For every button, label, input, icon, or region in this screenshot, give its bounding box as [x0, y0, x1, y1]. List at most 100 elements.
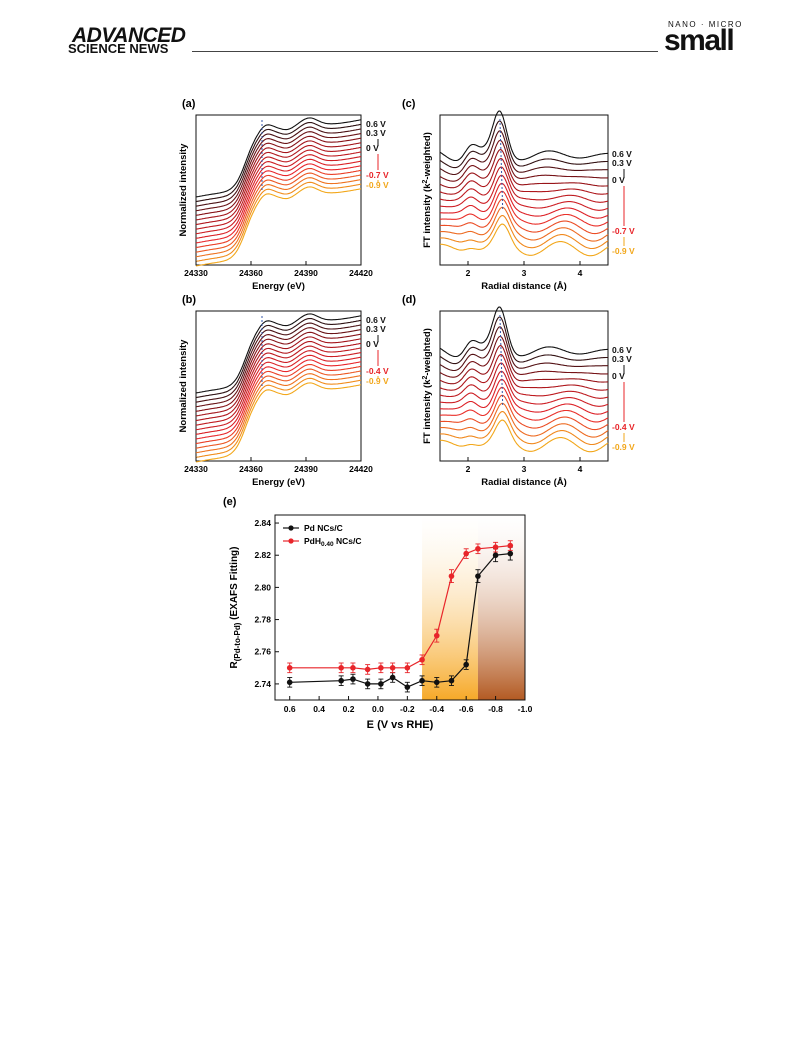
- exafs-curve: [439, 326, 608, 372]
- xanes-curve: [195, 144, 362, 226]
- data-point: [404, 684, 411, 690]
- exafs-curve: [439, 206, 609, 242]
- xanes-curve: [195, 154, 362, 235]
- x-axis-label: Radial distance (Å): [481, 477, 567, 488]
- data-point: [448, 573, 455, 579]
- legend-label: 0.3 V: [366, 128, 386, 138]
- data-point: [364, 666, 371, 673]
- plot-frame: [195, 310, 362, 462]
- journal-subtitle: NANO · MICRO: [668, 20, 743, 29]
- legend-label: 0 V: [612, 371, 625, 381]
- legend-label: -0.4 V: [366, 366, 389, 376]
- exafs-curve: [439, 166, 609, 203]
- shaded-region: [422, 515, 478, 700]
- exafs-curve: [439, 402, 609, 438]
- xanes-curve: [195, 373, 362, 454]
- page-header: ADVANCED SCIENCE NEWS NANO · MICRO small: [0, 0, 793, 70]
- legend-label: 0.6 V: [612, 345, 632, 355]
- exafs-curve: [439, 120, 608, 169]
- x-tick-label: 0.4: [313, 704, 325, 714]
- xanes-curve: [195, 317, 362, 399]
- legend-label: PdH0.40 NCs/C: [304, 536, 362, 548]
- legend-label: -0.9 V: [612, 246, 635, 256]
- y-tick-label: 2.80: [254, 582, 271, 592]
- xanes-curve: [195, 363, 362, 445]
- panel-label: (e): [223, 496, 237, 508]
- y-tick-label: 2.76: [254, 647, 271, 657]
- legend-marker: [288, 525, 294, 531]
- data-point: [433, 632, 440, 639]
- xanes-curve: [195, 131, 362, 212]
- exafs-curve: [440, 215, 609, 250]
- legend-label: -0.9 V: [366, 180, 389, 190]
- exafs-panel: (c) 2 3 4 Radial distance (Å) FT intensity (k…: [402, 98, 635, 292]
- data-point: [338, 665, 344, 671]
- xanes-curve: [195, 158, 362, 239]
- xanes-curve: [195, 121, 362, 203]
- xanes-curve: [195, 359, 362, 440]
- legend-label: 0.6 V: [366, 119, 386, 129]
- exafs-curve: [439, 182, 609, 219]
- exafs-curve: [439, 362, 609, 399]
- exafs-curve: [439, 419, 609, 453]
- xanes-curve: [195, 340, 362, 422]
- xanes-curve: [195, 163, 362, 244]
- exafs-panel: (d) 2 3 4 Radial distance (Å) FT intensity (k…: [402, 294, 635, 488]
- data-point: [378, 665, 384, 671]
- xanes-curve: [195, 172, 362, 253]
- xanes-curve: [195, 186, 362, 267]
- exafs-curve: [439, 335, 609, 378]
- legend-label: 0.3 V: [612, 158, 632, 168]
- shaded-region: [477, 515, 525, 700]
- x-tick-label: 24420: [349, 464, 373, 474]
- xanes-curve: [195, 126, 362, 207]
- data-point: [507, 550, 514, 557]
- xanes-curve: [195, 167, 362, 249]
- data-point: [507, 542, 514, 549]
- plot-frame: [195, 114, 362, 266]
- data-point: [350, 676, 356, 682]
- exafs-curve: [439, 370, 609, 407]
- exafs-curve: [439, 149, 609, 189]
- plot-frame: [274, 514, 526, 701]
- legend-label: 0.3 V: [366, 324, 386, 334]
- x-axis-label: Energy (eV): [252, 281, 305, 292]
- bond-length-panel: (e) 0.6 0.4 0.2 0.0 -0.2 -0.4 -0.6 -0.8 -1.0 2.74 2…: [223, 496, 533, 731]
- exafs-curve: [440, 190, 609, 227]
- x-tick-label: 24360: [239, 464, 263, 474]
- xanes-curve: [195, 177, 362, 258]
- xanes-curve: [195, 345, 362, 426]
- xanes-curve: [195, 377, 362, 458]
- exafs-curve: [439, 306, 609, 358]
- legend-label: -0.7 V: [612, 226, 635, 236]
- x-tick-label: 24330: [184, 464, 208, 474]
- data-point: [492, 552, 499, 559]
- data-point: [389, 674, 396, 681]
- y-axis-label: Normalized intensity: [178, 339, 189, 433]
- data-point: [475, 573, 481, 579]
- x-axis-label: Energy (eV): [252, 477, 305, 488]
- exafs-curve: [440, 386, 609, 423]
- legend-marker: [288, 538, 294, 544]
- data-point: [463, 550, 469, 557]
- legend-label: -0.9 V: [612, 442, 635, 452]
- data-point: [433, 679, 440, 686]
- legend-label: 0.3 V: [612, 354, 632, 364]
- publisher-logo-advanced: ADVANCED: [72, 24, 186, 47]
- xanes-panel: (a) 24330 24360 24390 24420 Energy (eV) Normal…: [178, 98, 389, 292]
- data-point: [378, 681, 384, 687]
- xanes-curve: [195, 135, 362, 216]
- xanes-curve: [195, 322, 362, 403]
- legend-label: 0.6 V: [366, 315, 386, 325]
- data-point: [364, 681, 371, 687]
- header-rule: [192, 51, 658, 52]
- legend-label: 0.6 V: [612, 149, 632, 159]
- data-point: [475, 545, 481, 552]
- data-point: [463, 661, 469, 668]
- x-tick-label: 0.6: [284, 704, 296, 714]
- legend-label: 0 V: [366, 339, 379, 349]
- xanes-curve: [195, 140, 362, 221]
- x-tick-label: -0.4: [429, 704, 444, 714]
- data-point: [350, 665, 356, 671]
